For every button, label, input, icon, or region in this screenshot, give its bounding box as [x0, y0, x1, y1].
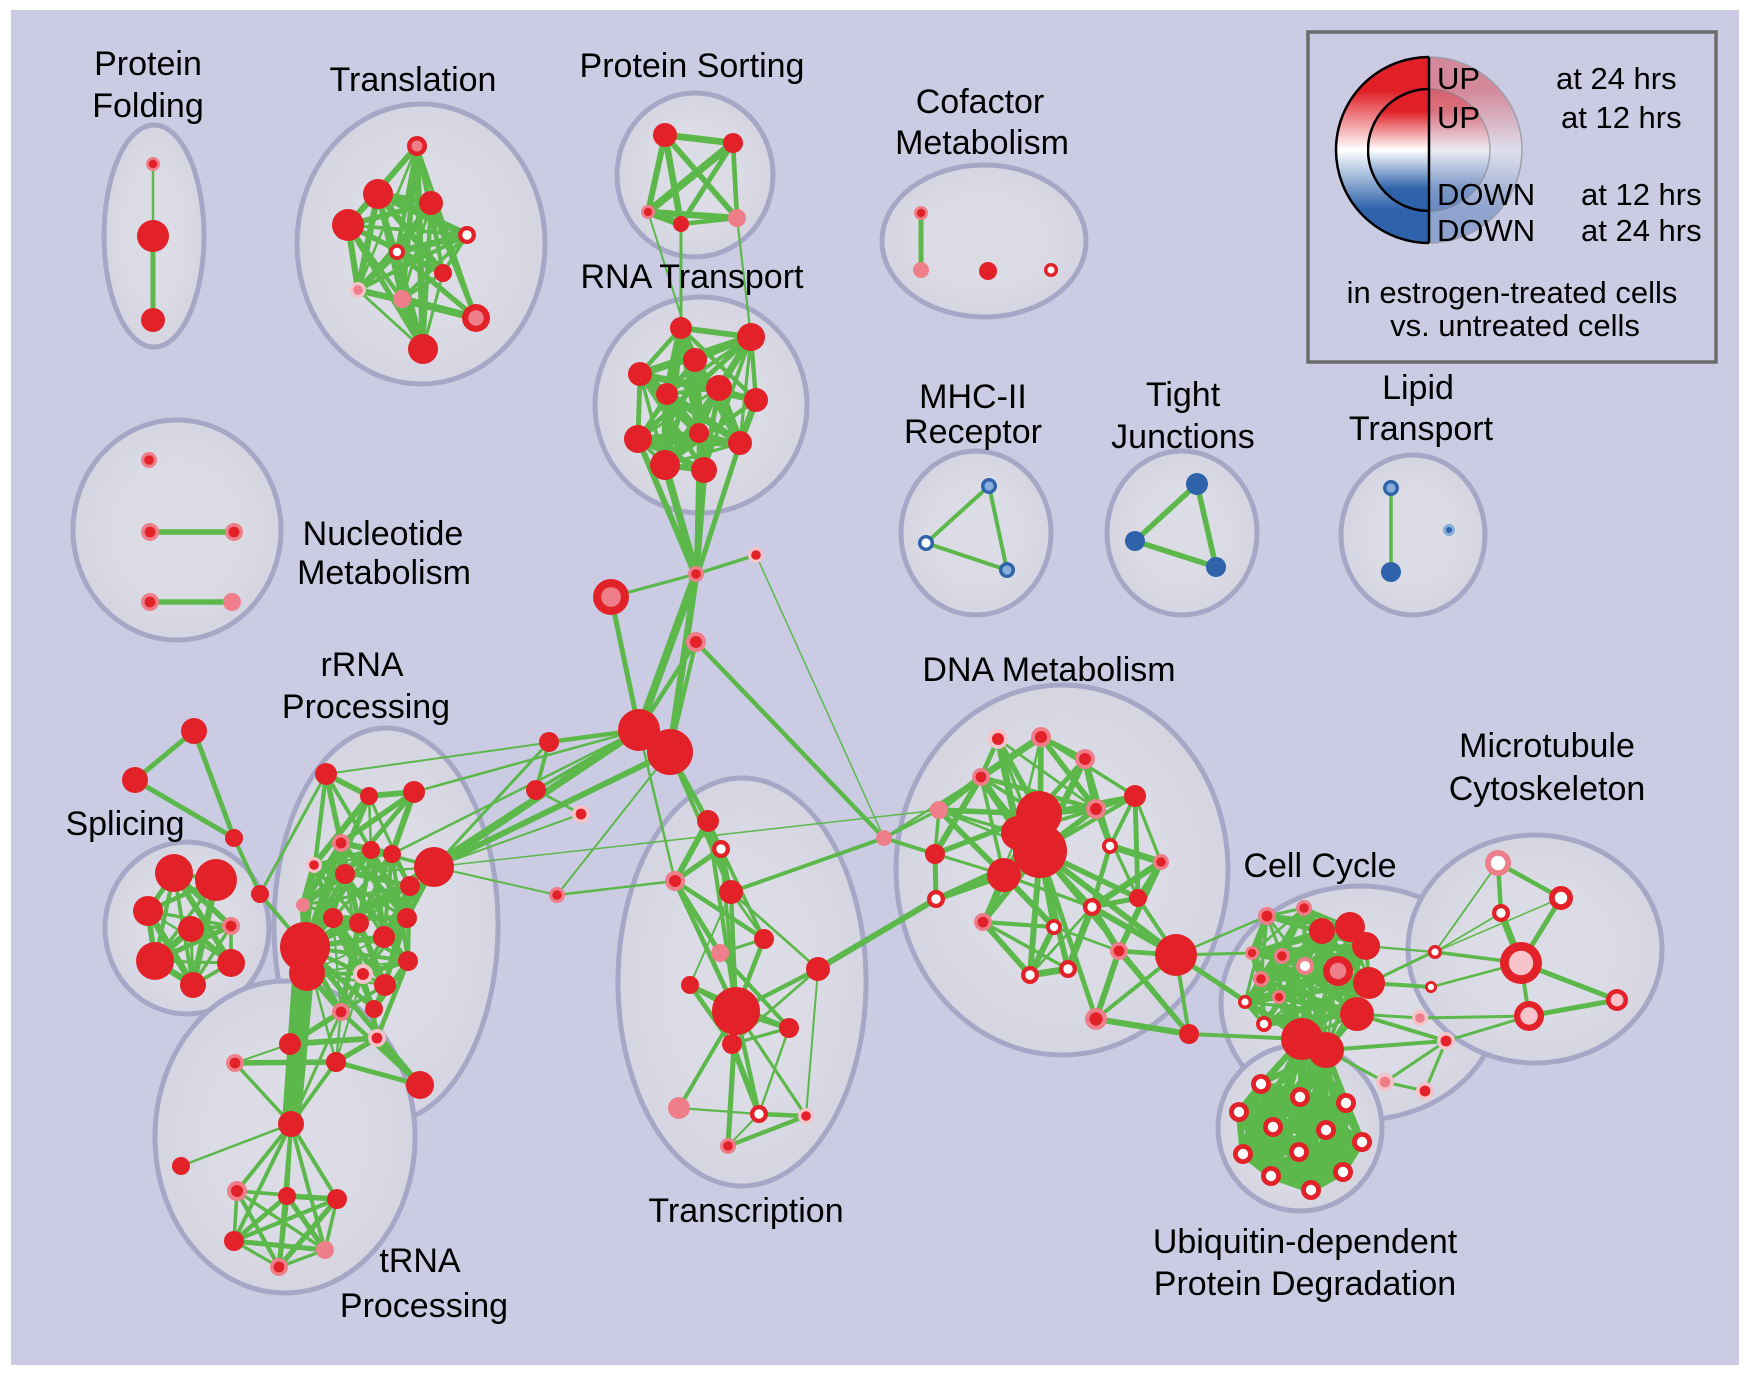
svg-text:RNA Transport: RNA Transport — [581, 258, 805, 296]
svg-text:Microtubule: Microtubule — [1459, 727, 1635, 765]
svg-text:Metabolism: Metabolism — [895, 124, 1069, 162]
svg-text:UP: UP — [1437, 100, 1480, 135]
svg-text:tRNA: tRNA — [379, 1242, 461, 1280]
svg-text:vs. untreated cells: vs. untreated cells — [1390, 308, 1640, 343]
svg-text:Nucleotide: Nucleotide — [303, 515, 464, 553]
svg-text:at 12 hrs: at 12 hrs — [1561, 100, 1682, 135]
svg-text:Protein Sorting: Protein Sorting — [580, 47, 805, 85]
svg-text:rRNA: rRNA — [320, 646, 403, 684]
svg-text:Protein Degradation: Protein Degradation — [1154, 1265, 1456, 1303]
svg-text:DNA Metabolism: DNA Metabolism — [922, 651, 1175, 689]
svg-text:Transcription: Transcription — [648, 1192, 843, 1230]
svg-text:at 24 hrs: at 24 hrs — [1581, 213, 1702, 248]
svg-text:Cell Cycle: Cell Cycle — [1243, 847, 1396, 885]
svg-text:Translation: Translation — [330, 61, 497, 99]
svg-text:Cytoskeleton: Cytoskeleton — [1449, 770, 1646, 808]
svg-text:DOWN: DOWN — [1437, 213, 1535, 248]
svg-text:Ubiquitin-dependent: Ubiquitin-dependent — [1153, 1223, 1458, 1261]
svg-text:MHC-II: MHC-II — [919, 378, 1027, 416]
svg-text:Folding: Folding — [92, 87, 204, 125]
svg-text:Protein: Protein — [94, 45, 202, 83]
svg-text:Splicing: Splicing — [65, 805, 184, 843]
svg-text:at 24 hrs: at 24 hrs — [1556, 61, 1677, 96]
svg-text:DOWN: DOWN — [1437, 177, 1535, 212]
svg-text:UP: UP — [1437, 61, 1480, 96]
svg-text:Transport: Transport — [1349, 410, 1494, 448]
svg-text:Lipid: Lipid — [1382, 369, 1454, 407]
svg-text:Receptor: Receptor — [904, 413, 1042, 451]
svg-text:Tight: Tight — [1146, 376, 1221, 414]
svg-text:at 12 hrs: at 12 hrs — [1581, 177, 1702, 212]
svg-text:Metabolism: Metabolism — [297, 554, 471, 592]
svg-text:in estrogen-treated cells: in estrogen-treated cells — [1347, 275, 1678, 310]
svg-text:Cofactor: Cofactor — [916, 83, 1045, 121]
svg-text:Processing: Processing — [282, 688, 450, 726]
svg-text:Processing: Processing — [340, 1287, 508, 1325]
svg-text:Junctions: Junctions — [1111, 418, 1255, 456]
